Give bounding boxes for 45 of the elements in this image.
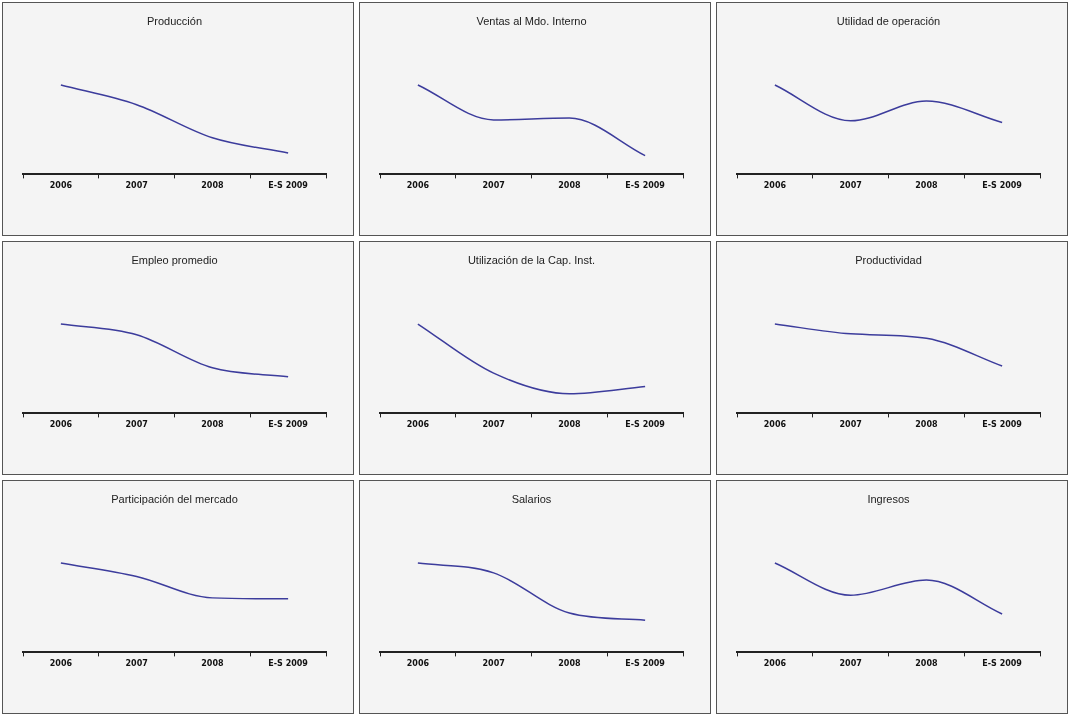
chart-title: Productividad	[855, 253, 922, 266]
x-tick-label: 2006	[406, 181, 430, 191]
x-tick-label: 2008	[558, 181, 581, 191]
x-tick-label: 2008	[558, 420, 581, 430]
x-tick-label: 2006	[49, 659, 73, 669]
x-tick-label: 2007	[482, 659, 505, 669]
chart-title: Participación del mercado	[111, 492, 238, 505]
x-tick-label: 2008	[915, 420, 938, 430]
x-tick-label: 2006	[763, 659, 787, 669]
x-tick-label: 2007	[482, 420, 505, 430]
x-tick-label: 2007	[125, 181, 148, 191]
chart-title: Producción	[146, 14, 203, 27]
x-tick-label: 2007	[125, 420, 148, 430]
x-tick-label: E-S 2009	[268, 420, 309, 430]
x-tick-label: 2006	[763, 181, 787, 191]
chart-title: Utilidad de operación	[836, 14, 941, 27]
x-tick-label: E-S 2009	[625, 181, 666, 191]
x-tick-label: 2006	[763, 420, 787, 430]
x-tick-label: E-S 2009	[625, 659, 666, 669]
x-tick-label: E-S 2009	[982, 659, 1023, 669]
chart-title: Empleo promedio	[131, 253, 218, 266]
x-tick-label: 2006	[406, 659, 430, 669]
x-tick-label: E-S 2009	[625, 420, 666, 430]
x-tick-label: E-S 2009	[982, 181, 1023, 191]
x-tick-label: 2008	[201, 659, 224, 669]
x-tick-label: E-S 2009	[982, 420, 1023, 430]
x-tick-label: 2006	[49, 420, 73, 430]
x-tick-label: 2007	[839, 659, 862, 669]
x-tick-label: 2008	[915, 181, 938, 191]
x-tick-label: 2008	[915, 659, 938, 669]
chart-title: Salarios	[511, 492, 552, 505]
x-tick-label: 2008	[201, 420, 224, 430]
chart-title: Utilización de la Cap. Inst.	[467, 253, 596, 266]
chart-title: Ventas al Mdo. Interno	[476, 14, 587, 27]
x-tick-label: E-S 2009	[268, 181, 309, 191]
chart-title: Ingresos	[867, 492, 911, 505]
x-tick-label: 2008	[558, 659, 581, 669]
x-tick-label: 2007	[839, 181, 862, 191]
x-tick-label: 2008	[201, 181, 224, 191]
x-tick-label: E-S 2009	[268, 659, 309, 669]
x-tick-label: 2006	[406, 420, 430, 430]
x-tick-label: 2007	[125, 659, 148, 669]
x-tick-label: 2007	[839, 420, 862, 430]
x-tick-label: 2006	[49, 181, 73, 191]
x-tick-label: 2007	[482, 181, 505, 191]
